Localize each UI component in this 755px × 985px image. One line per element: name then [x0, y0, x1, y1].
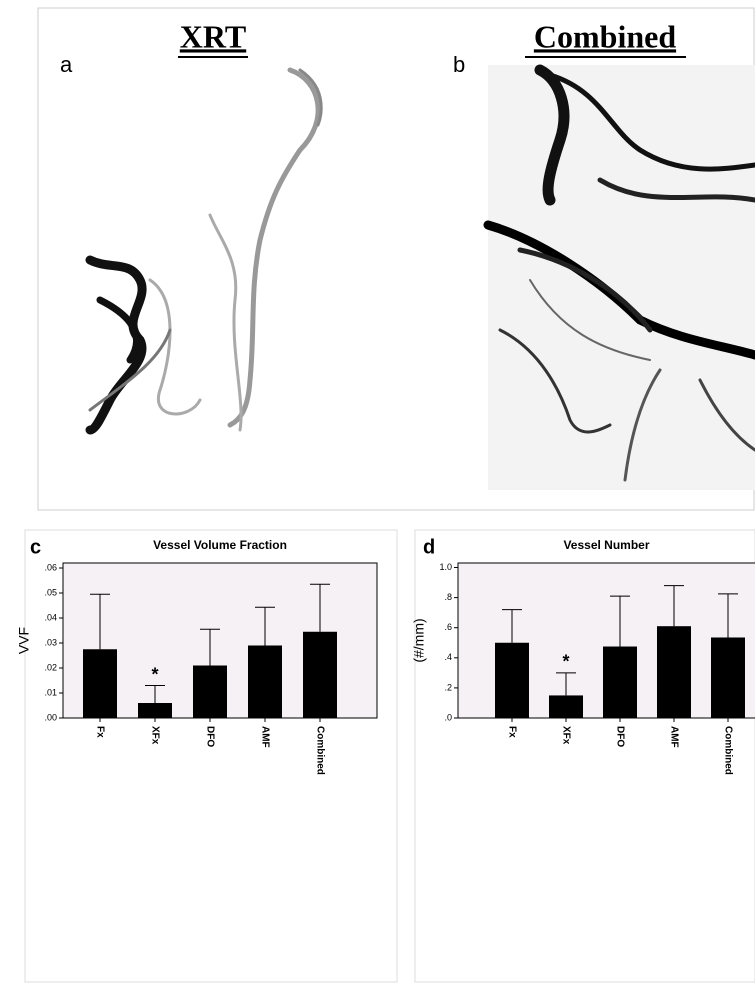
figure-canvas: a XRT b Combined c Vessel Volume Fraction…: [0, 0, 755, 985]
y-tick-label: .6: [444, 622, 452, 632]
bar: [495, 643, 529, 718]
bar: [138, 703, 172, 718]
x-tick-label: DFO: [204, 726, 215, 747]
x-tick-label: Combined: [722, 726, 733, 775]
image-b-bg: [488, 65, 755, 490]
panel-letter: a: [60, 52, 73, 77]
y-tick-label: 1.0: [439, 562, 452, 572]
bar: [83, 649, 117, 718]
x-tick-label: XFx: [149, 726, 160, 745]
x-tick-label: Fx: [506, 726, 517, 738]
x-tick-label: Fx: [94, 726, 105, 738]
panel-title: XRT: [180, 18, 246, 54]
x-tick-label: XFx: [560, 726, 571, 745]
chart-title: Vessel Volume Fraction: [153, 538, 287, 552]
y-tick-label: .00: [44, 712, 57, 722]
bar: [711, 637, 745, 718]
y-tick-label: .04: [44, 612, 57, 622]
panel-title: Combined: [534, 18, 676, 54]
panel-letter: c: [30, 536, 41, 558]
bar: [303, 632, 337, 718]
y-tick-label: .03: [44, 637, 57, 647]
x-tick-label: AMF: [668, 726, 679, 748]
y-tick-label: .02: [44, 662, 57, 672]
chart-title: Vessel Number: [563, 538, 649, 552]
bar: [603, 647, 637, 718]
annotation: *: [151, 664, 158, 684]
y-axis-label: VVF: [16, 627, 32, 654]
bar: [193, 666, 227, 719]
y-axis-label: (#/mm): [411, 618, 427, 662]
y-tick-label: .05: [44, 587, 57, 597]
bar: [248, 646, 282, 719]
panel-letter: b: [453, 52, 465, 77]
x-tick-label: AMF: [259, 726, 270, 748]
y-tick-label: .0: [444, 712, 452, 722]
y-tick-label: .4: [444, 652, 452, 662]
y-tick-label: .01: [44, 687, 57, 697]
x-tick-label: DFO: [614, 726, 625, 747]
bar: [657, 626, 691, 718]
y-tick-label: .8: [444, 592, 452, 602]
panel-letter: d: [423, 536, 435, 558]
bar: [549, 695, 583, 718]
y-tick-label: .2: [444, 682, 452, 692]
y-tick-label: .06: [44, 562, 57, 572]
annotation: *: [562, 652, 569, 672]
figure: a XRT b Combined c Vessel Volume Fraction…: [0, 0, 755, 985]
x-tick-label: Combined: [314, 726, 325, 775]
